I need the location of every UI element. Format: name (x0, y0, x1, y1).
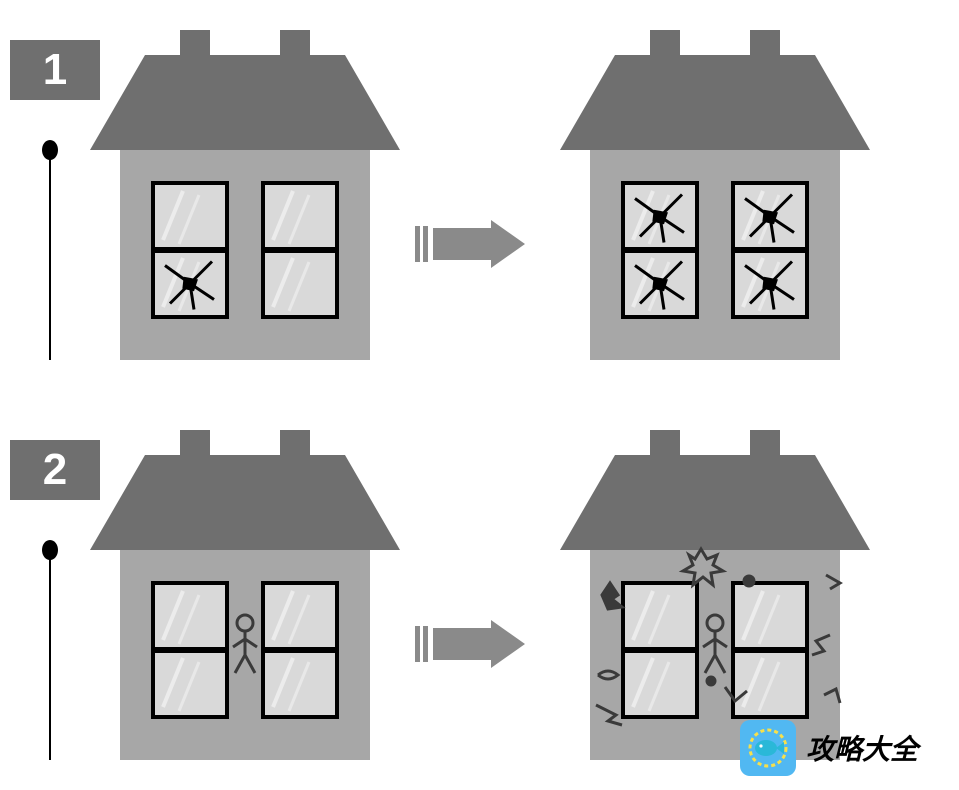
watermark-text: 攻略大全 (806, 728, 918, 768)
arrow-icon (415, 620, 525, 673)
house-before-2 (90, 420, 400, 765)
house-after-1 (560, 20, 870, 365)
row-1: 1 (0, 0, 959, 380)
watermark: 攻略大全 (740, 720, 918, 776)
house-before-1 (90, 20, 400, 365)
step-number-2: 2 (10, 440, 100, 500)
watermark-logo-icon (740, 720, 796, 776)
pin-icon (41, 140, 59, 365)
step-number-1: 1 (10, 40, 100, 100)
arrow-icon (415, 220, 525, 273)
house-after-2 (560, 420, 870, 765)
pin-icon (41, 540, 59, 765)
